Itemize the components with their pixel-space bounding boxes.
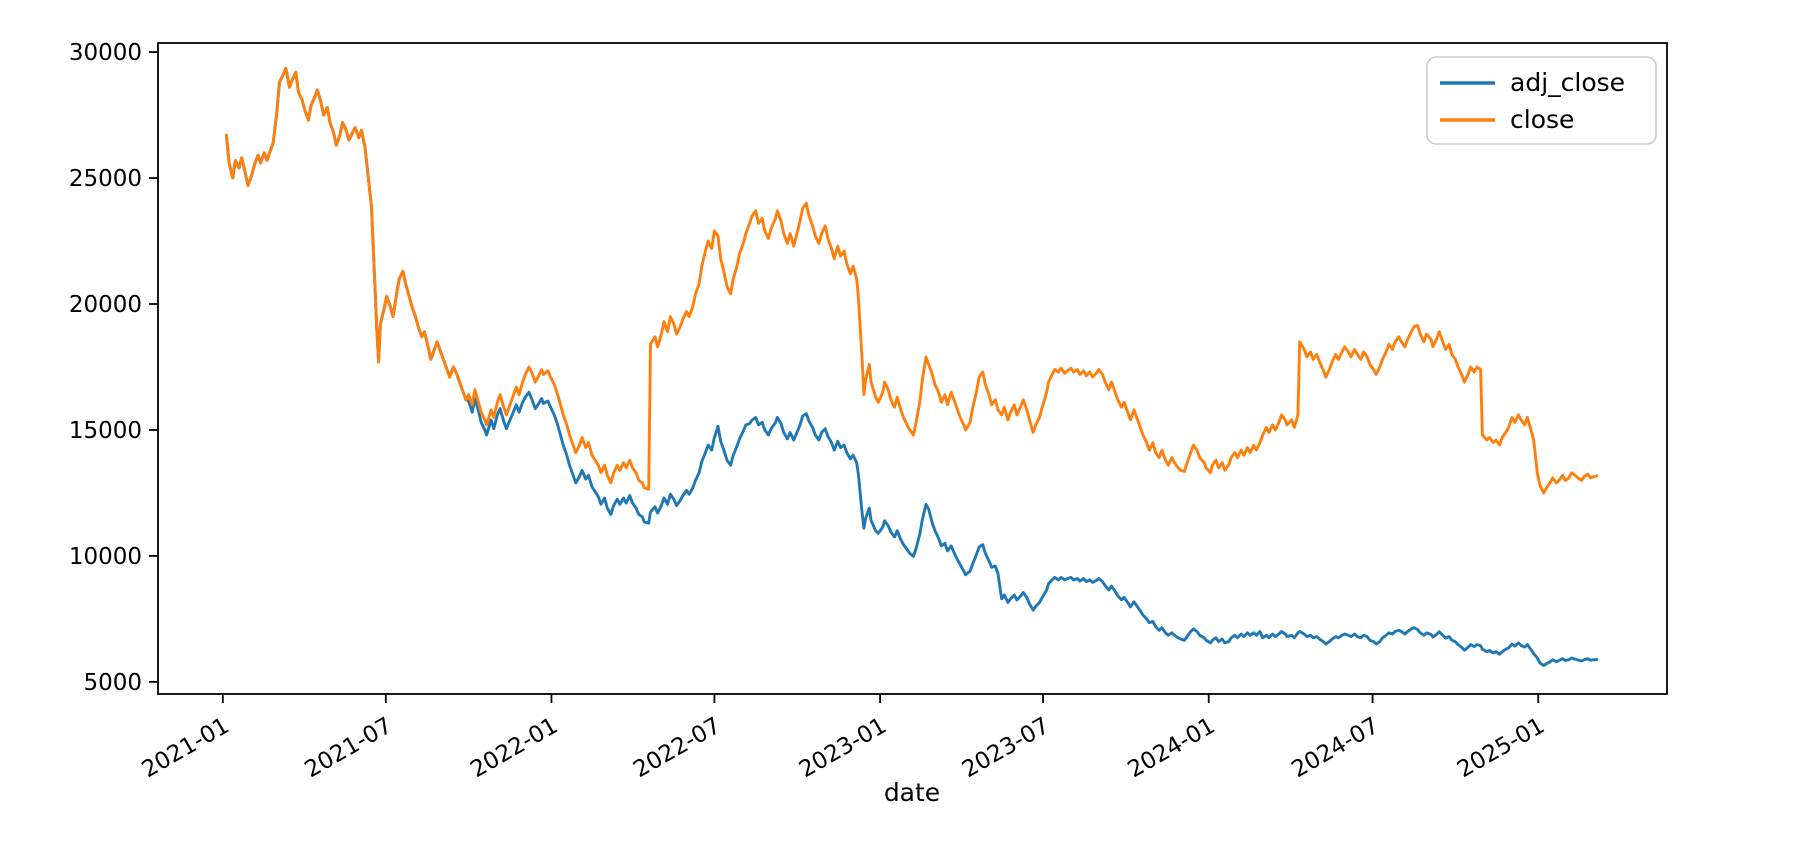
x-tick-label: 2021-07 — [301, 713, 397, 784]
y-axis: 5000 10000 15000 20000 25000 30000 — [69, 40, 158, 696]
x-tick-label: 2024-01 — [1123, 713, 1219, 784]
x-tick-label: 2025-01 — [1453, 713, 1549, 784]
legend-frame — [1426, 56, 1657, 145]
legend: adj_close close — [1426, 56, 1657, 145]
x-axis-label: date — [884, 778, 940, 807]
x-tick-label: 2023-01 — [795, 713, 891, 784]
x-tick-label: 2023-07 — [958, 713, 1054, 784]
y-tick-label: 5000 — [83, 670, 142, 696]
y-tick-label: 15000 — [69, 418, 142, 444]
legend-label-close: close — [1510, 105, 1574, 134]
x-tick-label: 2022-07 — [629, 713, 725, 784]
close-line — [224, 66, 1599, 495]
series-group — [224, 66, 1599, 667]
y-tick-label: 30000 — [69, 40, 142, 66]
y-tick-label: 25000 — [69, 166, 142, 192]
y-tick-label: 20000 — [69, 292, 142, 318]
x-axis: 2021-01 2021-07 2022-01 2022-07 2023-01 2023-… — [138, 694, 1549, 784]
x-tick-label: 2022-01 — [466, 713, 562, 784]
x-tick-label: 2024-07 — [1287, 713, 1383, 784]
x-tick-label: 2021-01 — [138, 713, 234, 784]
legend-label-adj-close: adj_close — [1510, 68, 1625, 97]
y-tick-label: 10000 — [69, 544, 142, 570]
plot-area — [157, 42, 1668, 695]
